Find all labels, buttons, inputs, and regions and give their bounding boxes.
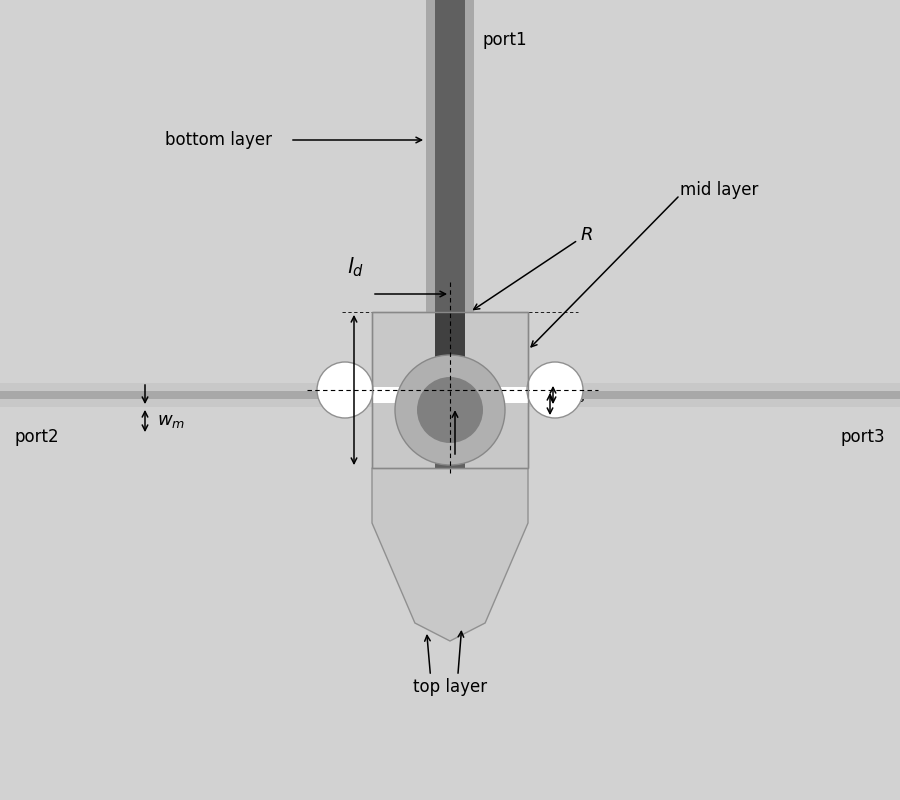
Bar bbox=[0, 391, 372, 399]
Circle shape bbox=[317, 362, 373, 418]
Bar bbox=[435, 312, 465, 374]
Text: $R$: $R$ bbox=[580, 226, 593, 244]
Bar bbox=[372, 312, 528, 468]
Bar bbox=[528, 383, 900, 407]
Text: mid layer: mid layer bbox=[680, 181, 759, 199]
Bar bbox=[372, 312, 528, 468]
Text: $w_s$: $w_s$ bbox=[563, 386, 586, 404]
Bar bbox=[528, 391, 900, 399]
Text: $r_s$: $r_s$ bbox=[560, 395, 576, 413]
Text: $l_d$: $l_d$ bbox=[346, 255, 364, 279]
Circle shape bbox=[527, 362, 583, 418]
Text: $w_m$: $w_m$ bbox=[157, 412, 185, 430]
Text: $l_r$: $l_r$ bbox=[328, 378, 342, 402]
Circle shape bbox=[395, 355, 505, 465]
Bar bbox=[435, 0, 465, 468]
Circle shape bbox=[417, 377, 483, 443]
Polygon shape bbox=[372, 468, 528, 641]
Bar bbox=[0, 383, 372, 407]
Bar bbox=[372, 387, 528, 403]
Text: bottom layer: bottom layer bbox=[165, 131, 272, 149]
Text: $r_m$: $r_m$ bbox=[458, 406, 479, 424]
Text: top layer: top layer bbox=[413, 678, 487, 696]
Text: port1: port1 bbox=[482, 31, 526, 49]
Text: port2: port2 bbox=[15, 428, 59, 446]
Text: port3: port3 bbox=[841, 428, 885, 446]
Bar bbox=[426, 0, 474, 312]
